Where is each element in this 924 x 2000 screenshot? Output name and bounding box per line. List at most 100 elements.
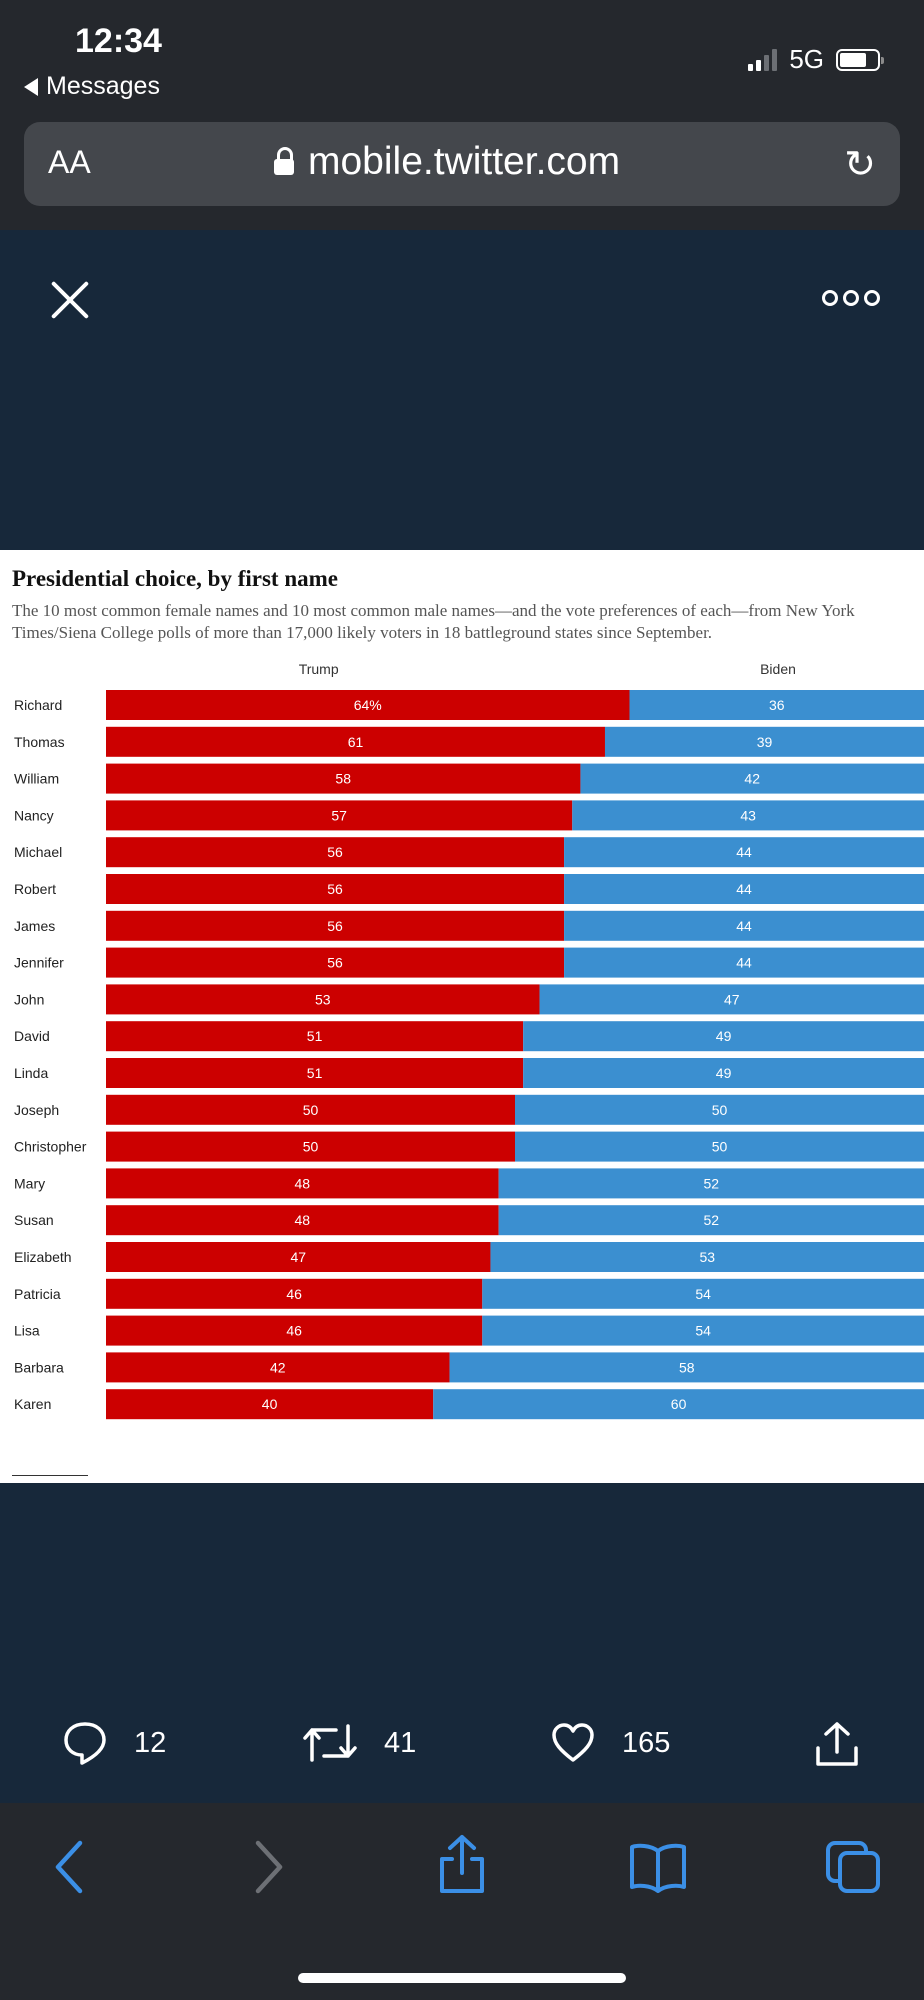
bar-biden [523, 1058, 924, 1088]
data-label-biden: 50 [712, 1139, 728, 1155]
category-label: Michael [14, 844, 62, 860]
category-label: Christopher [14, 1139, 87, 1155]
category-label: William [14, 771, 59, 787]
bar-biden [564, 837, 924, 868]
category-label: Barbara [14, 1359, 64, 1375]
category-label: Joseph [14, 1102, 59, 1118]
bar-trump [106, 1278, 483, 1309]
data-label-biden: 39 [757, 734, 773, 750]
bar-trump [106, 1168, 499, 1199]
bar-biden [523, 1021, 924, 1052]
forward-chevron-icon[interactable] [250, 1839, 286, 1895]
footer-divider [12, 1475, 88, 1476]
category-label: John [14, 991, 44, 1007]
url-display[interactable]: mobile.twitter.com [274, 140, 620, 184]
back-chevron-icon[interactable] [52, 1839, 88, 1895]
category-label: Karen [14, 1396, 51, 1412]
bar-trump [106, 1131, 515, 1162]
data-label-trump: 56 [327, 881, 343, 897]
retweet-button[interactable]: 41 [302, 1720, 416, 1766]
more-options-icon[interactable] [822, 290, 880, 306]
reply-button[interactable]: 12 [62, 1720, 166, 1766]
bar-biden [539, 984, 924, 1015]
bar-biden [515, 1131, 924, 1162]
address-bar[interactable]: AA mobile.twitter.com ↻ [24, 122, 900, 206]
bar-trump [106, 763, 581, 794]
data-label-trump: 48 [295, 1175, 311, 1191]
bookmarks-icon[interactable] [628, 1841, 688, 1893]
data-label-biden: 52 [704, 1175, 720, 1191]
bar-biden [490, 1242, 924, 1272]
category-label: Jennifer [14, 955, 64, 971]
data-label-biden: 54 [695, 1323, 711, 1339]
category-label: Thomas [14, 734, 65, 750]
data-label-biden: 53 [699, 1249, 715, 1265]
data-label-trump: 51 [307, 1028, 323, 1044]
tweet-actions: 12 41 165 [0, 1700, 924, 1790]
data-label-biden: 43 [740, 807, 756, 823]
bar-biden [572, 800, 924, 831]
tabs-icon[interactable] [824, 1839, 882, 1895]
close-icon[interactable] [48, 278, 92, 322]
data-label-biden: 42 [744, 771, 760, 787]
category-label: Susan [14, 1212, 54, 1228]
bar-biden [433, 1389, 924, 1420]
reply-icon [64, 1722, 106, 1765]
data-label-biden: 52 [704, 1212, 720, 1228]
data-label-trump: 48 [295, 1212, 311, 1228]
bar-biden [564, 910, 924, 941]
bar-biden [564, 947, 924, 978]
category-label: Patricia [14, 1286, 61, 1302]
browser-top-chrome: 12:34 Messages 5G AA mobile.twitter.com … [0, 0, 924, 230]
bar-biden [604, 726, 924, 757]
data-label-trump: 56 [327, 918, 343, 934]
bar-trump [106, 947, 565, 978]
data-label-biden: 54 [695, 1286, 711, 1302]
data-label-trump: 56 [327, 844, 343, 860]
chart-subtitle: The 10 most common female names and 10 m… [12, 601, 855, 642]
status-time: 12:34 [75, 22, 162, 60]
data-label-trump: 40 [262, 1396, 278, 1412]
like-count: 165 [622, 1726, 671, 1759]
data-label-biden: 58 [679, 1359, 695, 1375]
chart-image: Presidential choice, by first name The 1… [0, 550, 924, 1483]
bar-biden [580, 763, 924, 794]
data-label-trump: 57 [331, 807, 347, 823]
data-label-trump: 58 [335, 771, 351, 787]
bar-trump [106, 726, 605, 757]
data-label-biden: 47 [724, 991, 740, 1007]
data-label-biden: 44 [736, 844, 752, 860]
category-label: David [14, 1028, 50, 1044]
category-label: Lisa [14, 1323, 40, 1339]
bar-trump [106, 910, 565, 941]
status-indicators: 5G [748, 44, 884, 75]
data-label-trump: 61 [348, 734, 364, 750]
bar-biden [449, 1352, 924, 1383]
data-label-trump: 42 [270, 1359, 286, 1375]
data-label-biden: 44 [736, 881, 752, 897]
reload-icon[interactable]: ↻ [844, 144, 876, 186]
category-label: Robert [14, 881, 56, 897]
url-text: mobile.twitter.com [308, 140, 621, 183]
share-tweet-button[interactable] [812, 1720, 862, 1770]
data-label-trump: 50 [303, 1102, 319, 1118]
home-indicator [298, 1973, 626, 1983]
heart-icon [552, 1723, 594, 1762]
text-size-button[interactable]: AA [48, 144, 91, 180]
bar-trump [106, 984, 540, 1015]
signal-icon [748, 48, 778, 71]
bar-biden [482, 1278, 924, 1309]
data-label-biden: 44 [736, 955, 752, 971]
bar-trump [106, 1094, 515, 1125]
data-label-trump: 46 [286, 1286, 302, 1302]
data-label-biden: 36 [769, 697, 785, 713]
bar-trump [106, 1315, 483, 1346]
category-label: Richard [14, 697, 62, 713]
bar-trump [106, 1242, 491, 1272]
share-page-icon[interactable] [436, 1833, 488, 1895]
like-button[interactable]: 165 [550, 1720, 670, 1766]
bar-trump [106, 1389, 434, 1420]
back-to-messages[interactable]: Messages [24, 72, 160, 101]
back-triangle-icon [24, 77, 38, 96]
back-app-label: Messages [46, 72, 160, 100]
